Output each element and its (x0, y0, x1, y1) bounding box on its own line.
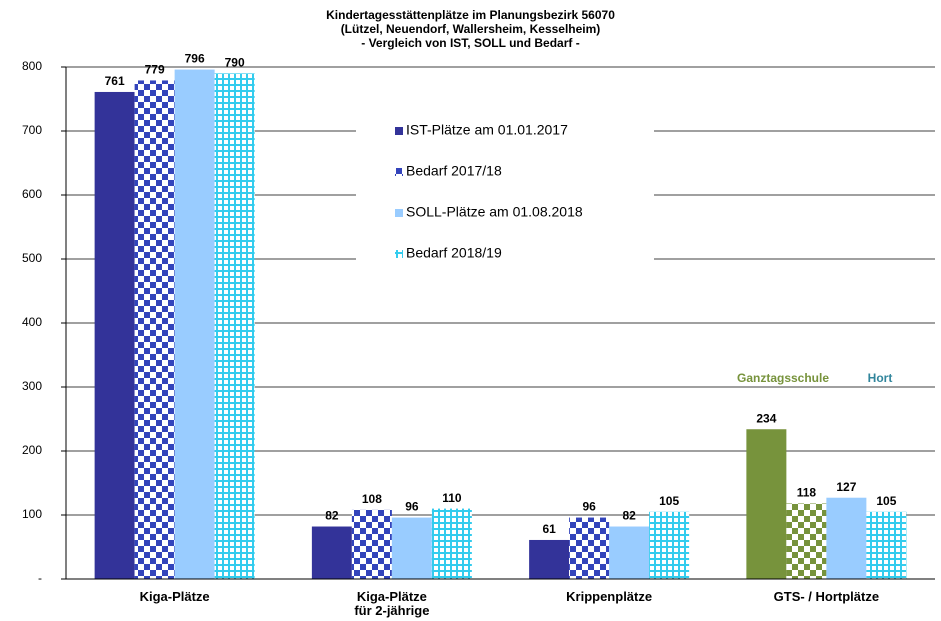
bar (786, 503, 827, 579)
bar (214, 73, 255, 580)
legend-label: Bedarf 2017/18 (406, 163, 502, 179)
value-label: 82 (622, 509, 636, 523)
y-tick-label: 200 (22, 443, 42, 457)
legend-marker (395, 209, 403, 217)
bar (391, 517, 432, 579)
bar (609, 526, 650, 579)
bar (746, 429, 787, 579)
bar (826, 497, 867, 579)
bar (569, 517, 610, 579)
bar (649, 511, 690, 579)
value-label: 96 (405, 500, 419, 514)
x-tick-label: Kiga-Plätze für 2-jährige (354, 589, 430, 618)
y-tick-label: - (38, 571, 42, 585)
legend-box (356, 112, 654, 274)
y-tick-label: 700 (22, 123, 42, 137)
value-label: 118 (797, 486, 817, 500)
value-label: 234 (756, 411, 776, 425)
bar (529, 539, 570, 579)
value-label: 105 (659, 494, 679, 508)
value-label: 796 (185, 52, 205, 66)
bar (134, 80, 175, 579)
legend-marker (395, 168, 403, 176)
y-tick-label: 800 (22, 59, 42, 73)
legend-label: SOLL-Plätze am 01.08.2018 (406, 204, 583, 220)
legend-marker (395, 127, 403, 135)
y-tick-label: 400 (22, 315, 42, 329)
bar (866, 511, 907, 579)
value-label: 779 (145, 63, 165, 77)
value-label: 105 (876, 494, 896, 508)
value-label: 82 (325, 509, 339, 523)
bar (94, 91, 135, 580)
bar (431, 508, 472, 579)
value-label: 761 (105, 74, 125, 88)
y-tick-label: 600 (22, 187, 42, 201)
bar (311, 526, 352, 579)
annotation: Ganztagsschule (737, 371, 829, 385)
y-tick-label: 100 (22, 507, 42, 521)
y-tick-label: 300 (22, 379, 42, 393)
chart-title: Kindertagesstättenplätze im Planungsbezi… (326, 8, 615, 50)
value-label: 96 (582, 500, 596, 514)
bar (174, 69, 215, 579)
x-tick-label: Kiga-Plätze (139, 589, 210, 604)
x-tick-label: Krippenplätze (566, 589, 653, 604)
legend-label: Bedarf 2018/19 (406, 245, 502, 261)
value-label: 127 (836, 480, 856, 494)
legend-marker (395, 250, 403, 258)
value-label: 790 (225, 56, 245, 70)
y-tick-label: 500 (22, 251, 42, 265)
x-tick-label: GTS- / Hortplätze (773, 589, 880, 604)
annotation: Hort (868, 371, 893, 385)
value-label: 108 (362, 492, 382, 506)
value-label: 110 (442, 491, 462, 505)
bar (351, 509, 392, 579)
legend-label: IST-Plätze am 01.01.2017 (406, 122, 568, 138)
value-label: 61 (542, 522, 556, 536)
